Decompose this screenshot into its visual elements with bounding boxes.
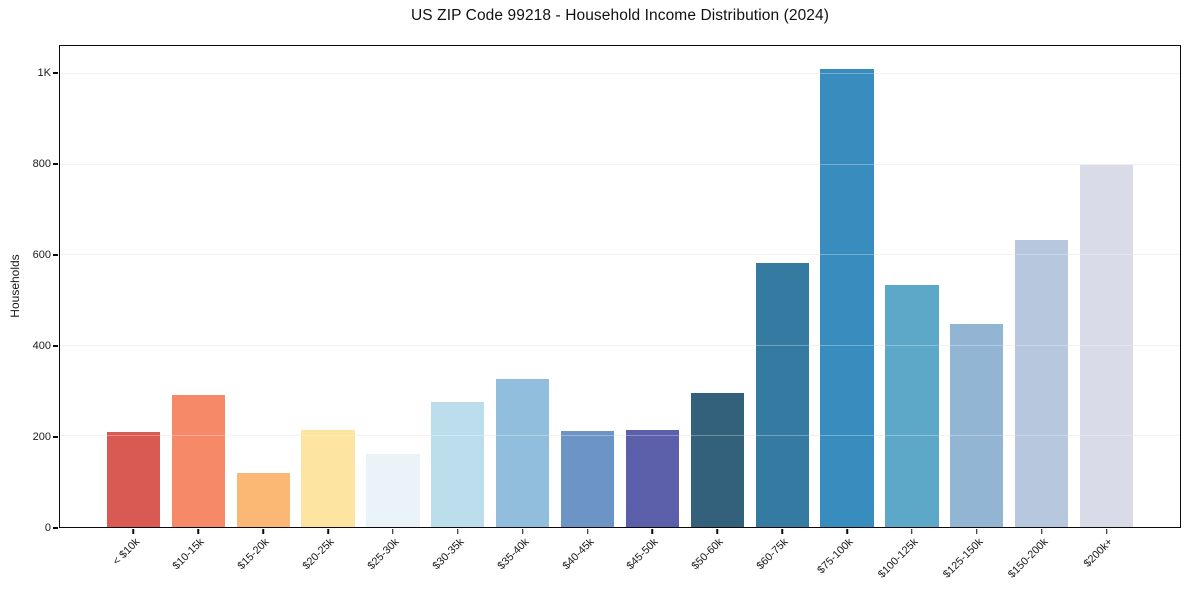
x-tick-label: $150-200k <box>1005 536 1051 581</box>
bar-$25-30k <box>366 453 420 527</box>
bar-$15-20k <box>236 472 290 527</box>
gridline-400 <box>60 344 1180 346</box>
bar-slot: $20-25k <box>296 46 361 572</box>
x-tick-mark <box>716 528 719 534</box>
bar-$50-60k <box>690 392 744 527</box>
gridline-200 <box>60 435 1180 437</box>
bar-slot: $35-40k <box>490 46 555 572</box>
bar-slot: $50-60k <box>685 46 750 572</box>
gridline-600 <box>60 254 1180 256</box>
y-tick-mark <box>53 72 58 74</box>
y-axis-tick-labels: 0 200 400 600 800 1K <box>0 0 51 590</box>
y-tick-label: 400 <box>32 340 51 353</box>
y-tick-label: 600 <box>32 249 51 262</box>
x-tick-mark <box>521 528 524 534</box>
bar-slot: $75-100k <box>815 46 880 576</box>
bar-slot: $25-30k <box>361 46 426 572</box>
y-tick-mark <box>53 436 58 438</box>
x-tick-mark <box>327 528 329 534</box>
gridline-1K <box>60 73 1180 75</box>
x-tick-label: $75-100k <box>815 536 856 577</box>
bar-$125-150k <box>950 323 1004 527</box>
x-tick-label: $125-150k <box>940 536 986 581</box>
x-tick-mark <box>392 528 394 534</box>
bar-$45-50k <box>625 430 680 527</box>
x-tick-mark <box>1105 528 1108 534</box>
bar-slot: $60-75k <box>750 46 815 572</box>
bar-slot: $40-45k <box>555 46 620 572</box>
x-tick-mark <box>132 528 135 534</box>
y-tick-mark <box>53 345 58 347</box>
bar-slot: $100-125k <box>876 46 945 581</box>
bar-$60-75k <box>755 262 809 527</box>
x-tick-mark <box>457 528 459 534</box>
x-tick-mark <box>262 528 264 534</box>
bar-$10-15k <box>171 394 225 527</box>
y-tick-label: 200 <box>32 431 51 444</box>
x-tick-label: $10-15k <box>170 536 207 573</box>
gridline-800 <box>60 163 1180 165</box>
x-tick-label: $35-40k <box>495 536 532 573</box>
x-tick-label: < $10k <box>110 536 142 568</box>
bar-$30-35k <box>431 402 485 527</box>
x-tick-label: $40-45k <box>559 536 597 573</box>
x-tick-label: $25-30k <box>365 536 402 573</box>
x-tick-label: $45-50k <box>624 536 661 573</box>
bar-slot: $150-200k <box>1006 46 1074 581</box>
bar-$150-200k <box>1015 239 1069 527</box>
bar-$20-25k <box>301 429 355 527</box>
x-tick-mark <box>781 528 783 534</box>
x-tick-mark <box>911 528 913 534</box>
y-tick-label: 1K <box>37 67 51 80</box>
y-tick-mark <box>53 163 58 165</box>
x-tick-label: $20-25k <box>300 536 337 573</box>
x-tick-mark <box>586 528 589 534</box>
bar-slot: $200k+ <box>1074 46 1139 570</box>
chart-title: US ZIP Code 99218 - Household Income Dis… <box>410 7 829 24</box>
bar-$100-125k <box>885 285 939 527</box>
bar-$40-45k <box>560 430 615 527</box>
y-tick-label: 800 <box>32 158 51 171</box>
y-tick-mark <box>53 254 58 256</box>
bar-$200k+ <box>1079 164 1134 527</box>
x-tick-label: $30-35k <box>430 536 467 573</box>
x-tick-mark <box>1040 528 1043 534</box>
x-tick-label: $15-20k <box>235 536 272 573</box>
bar-slot: $15-20k <box>231 46 296 572</box>
y-tick-label: 0 <box>44 522 51 534</box>
bar-slot: $125-150k <box>941 46 1009 581</box>
bar-slot: < $10k <box>101 46 166 568</box>
gridline-400 <box>60 344 1180 346</box>
bars-layer: < $10k $10-15k $15-20k $20-25k $25-30k $30-35… <box>60 46 1180 581</box>
bar-slot: $45-50k <box>620 46 685 572</box>
gridline-200 <box>60 435 1180 437</box>
x-tick-mark <box>976 528 978 534</box>
gridline-1K <box>60 73 1180 75</box>
x-tick-mark <box>651 528 654 534</box>
bar-$75-100k <box>820 69 874 527</box>
x-tick-label: $200k+ <box>1081 536 1116 570</box>
gridline-600 <box>60 254 1180 256</box>
bar-slot: $10-15k <box>166 46 231 572</box>
bar-< $10k <box>106 431 161 527</box>
bar-slot: $30-35k <box>425 46 490 572</box>
plot-area: < $10k $10-15k $15-20k $20-25k $25-30k $30-35… <box>59 45 1181 581</box>
x-tick-label: $100-125k <box>875 536 921 581</box>
gridline-800 <box>60 163 1180 165</box>
x-tick-mark <box>197 528 200 534</box>
y-tick-mark <box>53 527 58 529</box>
bar-$35-40k <box>496 378 550 527</box>
x-tick-label: $50-60k <box>689 536 726 573</box>
x-tick-label: $60-75k <box>754 536 791 573</box>
x-tick-mark <box>846 528 848 534</box>
